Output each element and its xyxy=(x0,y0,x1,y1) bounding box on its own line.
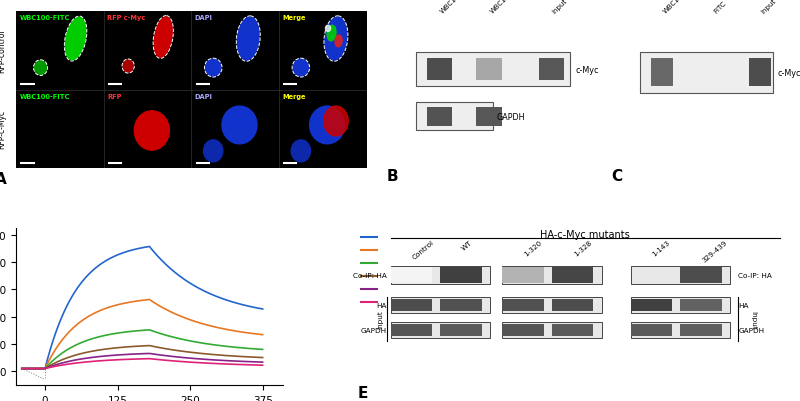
Text: WBC100-FITC: WBC100-FITC xyxy=(19,15,70,21)
Bar xyxy=(390,267,432,283)
Ellipse shape xyxy=(326,26,330,32)
Text: Merge: Merge xyxy=(282,15,306,21)
Ellipse shape xyxy=(335,36,342,48)
Ellipse shape xyxy=(66,18,86,61)
Bar xyxy=(426,59,452,81)
Text: WBC100-FITC: WBC100-FITC xyxy=(662,0,699,15)
Ellipse shape xyxy=(222,107,257,144)
Text: Input: Input xyxy=(378,310,383,328)
Text: 1-328: 1-328 xyxy=(573,239,593,257)
Text: A: A xyxy=(0,172,6,187)
Bar xyxy=(651,59,673,87)
Text: Merge: Merge xyxy=(282,93,306,99)
Ellipse shape xyxy=(237,18,259,61)
Text: 1-320: 1-320 xyxy=(523,239,543,257)
Bar xyxy=(390,322,490,338)
Bar xyxy=(390,297,490,313)
Text: GAPDH: GAPDH xyxy=(360,327,386,333)
Text: RFP-control: RFP-control xyxy=(0,29,6,73)
Text: WBC100-FITC: WBC100-FITC xyxy=(439,0,477,15)
Bar xyxy=(440,299,482,311)
Text: DAPI: DAPI xyxy=(195,15,213,21)
Text: FITC: FITC xyxy=(713,1,727,15)
Bar xyxy=(552,299,594,311)
Text: WT: WT xyxy=(461,239,474,251)
Bar xyxy=(630,299,672,311)
Bar xyxy=(630,324,672,336)
Bar xyxy=(415,53,570,87)
Bar xyxy=(502,324,544,336)
Bar xyxy=(680,324,722,336)
Text: B: B xyxy=(386,169,398,184)
Text: WBC100+WBC100-FITC: WBC100+WBC100-FITC xyxy=(489,0,551,15)
Ellipse shape xyxy=(154,18,173,58)
Text: c-Myc: c-Myc xyxy=(575,65,598,75)
Bar xyxy=(390,324,432,336)
Text: Input: Input xyxy=(750,310,757,328)
Text: Control: Control xyxy=(411,239,435,261)
Text: GAPDH: GAPDH xyxy=(496,113,525,122)
Bar xyxy=(415,103,493,131)
Text: C: C xyxy=(611,169,622,184)
Text: 329-439: 329-439 xyxy=(701,239,728,263)
Ellipse shape xyxy=(327,26,336,42)
Ellipse shape xyxy=(291,140,310,162)
Ellipse shape xyxy=(310,107,345,144)
Bar xyxy=(502,297,602,313)
Ellipse shape xyxy=(206,60,221,77)
Text: RFP: RFP xyxy=(107,93,122,99)
Bar xyxy=(552,324,594,336)
Text: Input: Input xyxy=(551,0,569,15)
Text: 1-143: 1-143 xyxy=(651,239,671,257)
Bar xyxy=(502,267,544,283)
Ellipse shape xyxy=(203,140,223,162)
Ellipse shape xyxy=(325,18,347,61)
Ellipse shape xyxy=(324,107,348,137)
Bar xyxy=(749,59,771,87)
Text: DAPI: DAPI xyxy=(195,93,213,99)
Text: HA: HA xyxy=(376,302,386,308)
Text: Co-IP: HA: Co-IP: HA xyxy=(353,272,386,278)
Bar xyxy=(440,267,482,283)
Bar xyxy=(502,299,544,311)
Bar xyxy=(390,266,490,285)
Bar xyxy=(538,59,564,81)
Bar xyxy=(640,53,773,93)
Text: HA-c-Myc mutants: HA-c-Myc mutants xyxy=(540,230,630,240)
Ellipse shape xyxy=(123,61,134,73)
Text: WBC100-FITC: WBC100-FITC xyxy=(19,93,70,99)
Text: RFP c-Myc: RFP c-Myc xyxy=(107,15,146,21)
Bar xyxy=(426,107,452,126)
Bar xyxy=(680,299,722,311)
Bar xyxy=(390,299,432,311)
Text: c-Myc: c-Myc xyxy=(778,69,800,78)
Bar xyxy=(502,322,602,338)
Ellipse shape xyxy=(34,61,46,75)
Text: Co-IP: HA: Co-IP: HA xyxy=(738,272,772,278)
Text: RFP-c-Myc: RFP-c-Myc xyxy=(0,110,6,149)
Bar xyxy=(476,59,502,81)
Bar xyxy=(630,266,730,285)
Legend: 100,000 nM, 50,000 nM, 5,000 nM, 500 nM, 50 nM, 5 nM: 100,000 nM, 50,000 nM, 5,000 nM, 500 nM,… xyxy=(357,230,438,311)
Bar xyxy=(630,297,730,313)
Bar xyxy=(630,322,730,338)
Bar xyxy=(702,59,724,87)
Bar xyxy=(502,266,602,285)
Ellipse shape xyxy=(134,111,170,151)
Text: HA: HA xyxy=(738,302,749,308)
Bar xyxy=(440,324,482,336)
Ellipse shape xyxy=(293,60,309,77)
Bar xyxy=(476,107,502,126)
Bar xyxy=(552,267,594,283)
Text: Input: Input xyxy=(760,0,778,15)
Text: GAPDH: GAPDH xyxy=(738,327,764,333)
Bar xyxy=(680,267,722,283)
Text: E: E xyxy=(358,385,368,400)
